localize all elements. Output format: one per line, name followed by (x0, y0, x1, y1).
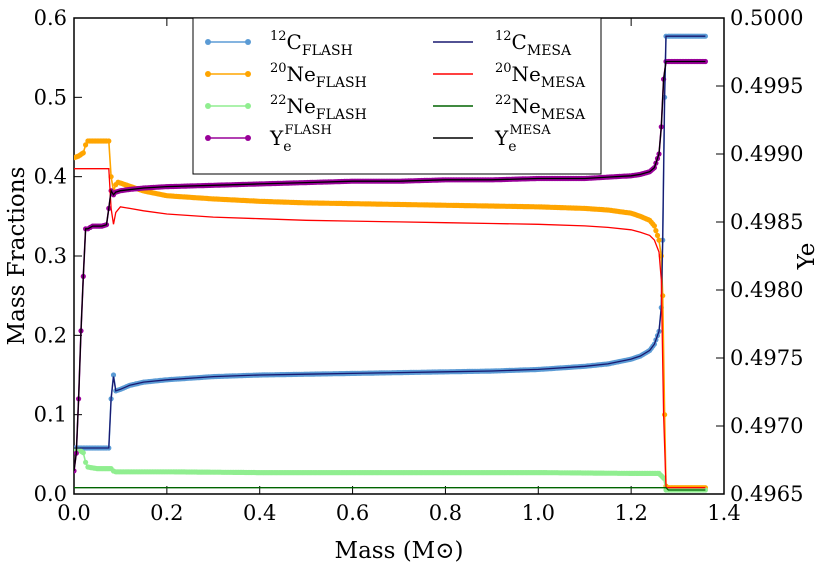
x-tick-label: 0.4 (243, 501, 276, 525)
x-tick-label: 0.8 (429, 501, 462, 525)
x-axis-title: Mass (M⊙) (335, 538, 464, 564)
y2-tick-label: 0.4980 (730, 278, 803, 302)
series-layer (74, 33, 709, 493)
data-point-ne20_flash (653, 228, 659, 234)
legend-swatch-marker (245, 135, 251, 141)
legend-label-ne22_flash: 22NeFLASH (270, 93, 367, 123)
legend-label-ne20_flash: 20NeFLASH (270, 61, 367, 91)
y-axis-ticks: 0.0 0.1 0.2 0.3 0.4 0.5 0.6 (34, 6, 82, 506)
y2-tick-label: 0.4975 (730, 346, 803, 370)
legend-label-ne20_mesa: 20NeMESA (495, 61, 586, 91)
x-tick-label: 0.2 (150, 501, 183, 525)
x-tick-label: 0.0 (57, 501, 90, 525)
legend-swatch-marker (245, 71, 251, 77)
y2-tick-label: 0.5000 (730, 6, 803, 30)
y2-tick-label: 0.4970 (730, 414, 803, 438)
legend-label-ye_mesa: YeMESA (494, 123, 551, 155)
data-point-ne22_flash (661, 475, 667, 481)
series-c12_mesa (74, 35, 706, 449)
y-tick-label: 0.2 (34, 323, 67, 347)
legend-swatch-marker (205, 103, 211, 109)
legend-swatch-marker (245, 39, 251, 45)
data-point-ne20_flash (662, 412, 668, 418)
y-tick-label: 0.0 (34, 482, 67, 506)
y2-tick-label: 0.4995 (730, 74, 803, 98)
series-line-c12_mesa (74, 35, 706, 449)
y2-tick-label: 0.4965 (730, 482, 803, 506)
legend-entry-ye_flash (205, 135, 251, 141)
series-ne20_mesa (74, 168, 706, 489)
data-point-c12_flash (110, 372, 117, 378)
legend-entry-ne20_flash (205, 71, 251, 77)
y-tick-label: 0.4 (34, 165, 67, 189)
legend-entry-ne22_flash (205, 103, 251, 109)
x-tick-label: 0.6 (336, 501, 369, 525)
x-tick-label: 1.4 (707, 501, 740, 525)
data-point-ne20_flash (106, 138, 112, 144)
x-tick-label: 1.2 (614, 501, 647, 525)
y-tick-label: 0.6 (34, 6, 67, 30)
data-point-ne20_flash (651, 223, 658, 229)
legend-swatch-marker (205, 39, 211, 45)
series-line-ne20_mesa (74, 168, 706, 489)
data-point-ne22_flash (80, 450, 86, 456)
data-point-ne20_flash (80, 150, 86, 156)
series-line-ye_mesa (74, 60, 706, 471)
data-point-ne20_flash (656, 237, 662, 243)
y-tick-label: 0.1 (34, 403, 67, 427)
y2-axis-ticks: 0.4965 0.4970 0.4975 0.4980 0.4985 0.4990 0.49… (716, 6, 803, 506)
x-axis-ticks: 0.0 0.2 0.4 0.6 0.8 1.0 1.2 1.4 (57, 18, 741, 525)
series-ye_mesa (74, 60, 706, 471)
y-tick-label: 0.5 (34, 85, 67, 109)
y-tick-label: 0.3 (34, 244, 67, 268)
legend-swatch-marker (245, 103, 251, 109)
series-ne22_flash (74, 447, 709, 493)
legend-entry-c12_flash (205, 39, 251, 45)
data-point-ne20_flash (83, 142, 89, 148)
series-ne22_mesa (74, 487, 706, 491)
data-point-ne20_flash (654, 232, 661, 238)
y2-tick-label: 0.4990 (730, 142, 803, 166)
x-tick-label: 1.0 (522, 501, 555, 525)
y-axis-title: Mass Fractions (4, 167, 30, 346)
legend-box (192, 17, 602, 175)
y2-tick-label: 0.4985 (730, 210, 803, 234)
data-point-ne22_flash (83, 459, 89, 465)
legend-swatch-marker (205, 71, 211, 77)
legend-label-ne22_mesa: 22NeMESA (495, 93, 586, 123)
legend-swatch-marker (205, 135, 211, 141)
y2-axis-title: Ye (794, 243, 820, 271)
series-line-ne22_mesa (74, 487, 706, 491)
legend-label-c12_flash: 12CFLASH (270, 29, 353, 59)
legend-label-ye_flash: YeFLASH (269, 123, 332, 155)
legend-label-c12_mesa: 12CMESA (495, 29, 572, 59)
